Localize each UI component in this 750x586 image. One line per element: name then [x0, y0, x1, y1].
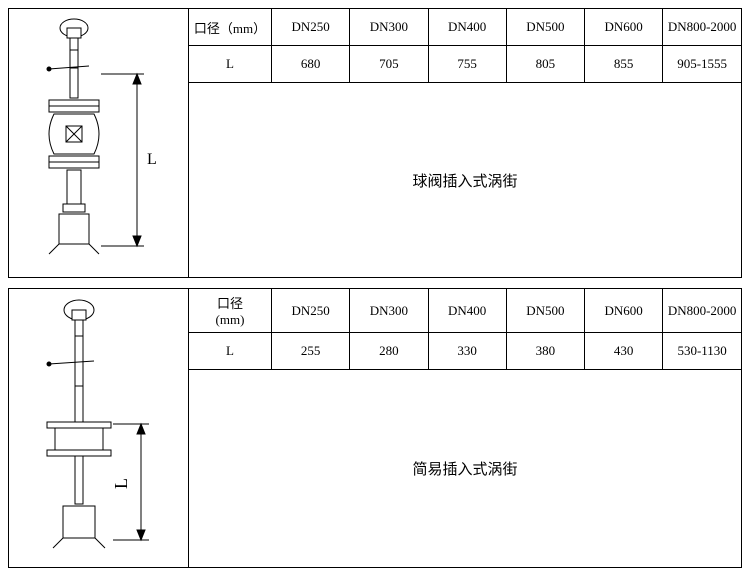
- value-cell: 805: [506, 46, 584, 83]
- table-value-row: L 255 280 330 380 430 530-1130: [189, 333, 741, 370]
- value-cell: 255: [272, 333, 350, 370]
- col-header: DN500: [506, 9, 584, 46]
- diagram-simple-insert: L: [9, 289, 189, 567]
- col-header: DN400: [428, 289, 506, 333]
- dimension-label: L: [147, 151, 157, 168]
- schematic-ball-valve-icon: L: [19, 14, 179, 272]
- value-cell: 680: [272, 46, 350, 83]
- header-label-cell: 口径 (mm): [189, 289, 272, 333]
- value-cell: 280: [350, 333, 428, 370]
- spec-table-1: 口径（mm） DN250 DN300 DN400 DN500 DN600 DN8…: [189, 9, 741, 83]
- col-header: DN400: [428, 9, 506, 46]
- dimension-label: L: [111, 478, 131, 489]
- caption-2: 简易插入式涡街: [189, 370, 741, 567]
- value-cell: 905-1555: [663, 46, 741, 83]
- value-cell: 705: [350, 46, 428, 83]
- row-label-cell: L: [189, 46, 272, 83]
- table-value-row: L 680 705 755 805 855 905-1555: [189, 46, 741, 83]
- table-header-row: 口径（mm） DN250 DN300 DN400 DN500 DN600 DN8…: [189, 9, 741, 46]
- header-label-cell: 口径（mm）: [189, 9, 272, 46]
- value-cell: 755: [428, 46, 506, 83]
- col-header: DN300: [350, 9, 428, 46]
- col-header: DN500: [506, 289, 584, 333]
- caption-1: 球阀插入式涡街: [189, 83, 741, 277]
- col-header: DN250: [272, 289, 350, 333]
- col-header: DN800-2000: [663, 9, 741, 46]
- right-column-1: 口径（mm） DN250 DN300 DN400 DN500 DN600 DN8…: [189, 9, 741, 277]
- section-ball-valve: L 口径（mm） DN250 DN300 DN400 DN500 DN600 D…: [8, 8, 742, 278]
- row-label-cell: L: [189, 333, 272, 370]
- value-cell: 330: [428, 333, 506, 370]
- schematic-simple-insert-icon: L: [19, 294, 179, 562]
- diagram-ball-valve: L: [9, 9, 189, 277]
- value-cell: 380: [506, 333, 584, 370]
- col-header: DN800-2000: [663, 289, 741, 333]
- col-header: DN250: [272, 9, 350, 46]
- spec-table-2: 口径 (mm) DN250 DN300 DN400 DN500 DN600 DN…: [189, 289, 741, 370]
- col-header: DN600: [585, 9, 663, 46]
- right-column-2: 口径 (mm) DN250 DN300 DN400 DN500 DN600 DN…: [189, 289, 741, 567]
- value-cell: 430: [585, 333, 663, 370]
- section-simple-insert: L 口径 (mm) DN250 DN300 DN400 DN500 DN600 …: [8, 288, 742, 568]
- value-cell: 855: [585, 46, 663, 83]
- col-header: DN600: [585, 289, 663, 333]
- table-header-row: 口径 (mm) DN250 DN300 DN400 DN500 DN600 DN…: [189, 289, 741, 333]
- value-cell: 530-1130: [663, 333, 741, 370]
- col-header: DN300: [350, 289, 428, 333]
